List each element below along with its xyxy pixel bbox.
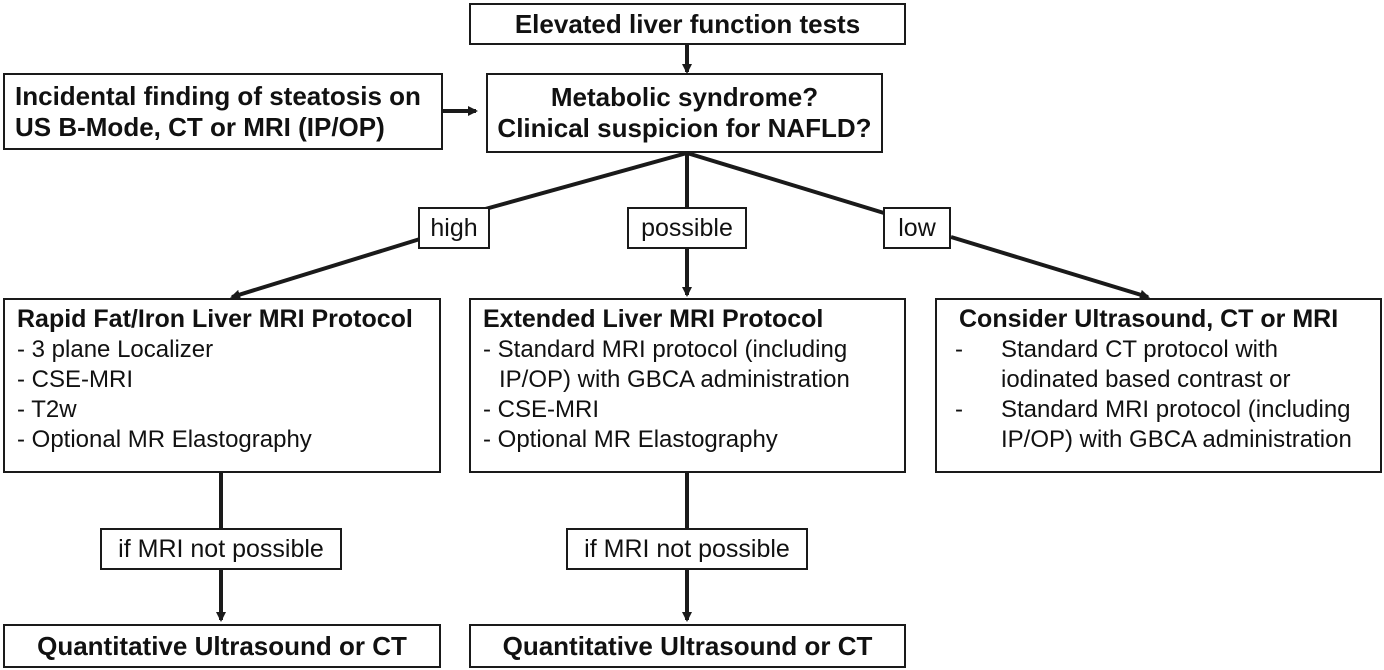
consider-item-dash: - (955, 336, 963, 363)
rapid-protocol-list: - 3 plane Localizer - CSE-MRI - T2w - Op… (17, 335, 431, 455)
line-question-to-high (477, 151, 688, 213)
question-line-2: Clinical suspicion for NAFLD? (497, 113, 872, 143)
branch-label-possible: possible (627, 207, 747, 249)
consider-title: Consider Ultrasound, CT or MRI (959, 305, 1339, 333)
consider-item: - Standard CT protocol with iodinated ba… (949, 335, 1372, 395)
branch-label-possible-text: possible (641, 213, 733, 242)
arrow-low-to-consider (950, 235, 1150, 300)
extended-protocol-title: Extended Liver MRI Protocol (483, 305, 824, 333)
fallback-label-mid: if MRI not possible (566, 528, 808, 570)
incidental-finding-node: Incidental finding of steatosis on US B-… (3, 73, 443, 150)
branch-label-low-text: low (898, 213, 936, 242)
line-question-to-low (686, 151, 885, 215)
fallback-label-mid-text: if MRI not possible (584, 534, 790, 563)
rapid-protocol-item: - CSE-MRI (17, 366, 133, 393)
extended-protocol-item: - Standard MRI protocol (including (483, 336, 848, 363)
extended-protocol-item: - Optional MR Elastography (483, 426, 778, 453)
question-line-1: Metabolic syndrome? (550, 82, 819, 112)
rapid-protocol-title: Rapid Fat/Iron Liver MRI Protocol (17, 305, 413, 333)
branch-label-low: low (883, 207, 951, 249)
branch-label-high-text: high (430, 213, 478, 242)
arrow-high-to-rapid (230, 237, 421, 300)
branch-label-high: high (418, 207, 490, 249)
consider-item-line: IP/OP) with GBCA administration (1001, 426, 1352, 453)
result-node-left: Quantitative Ultrasound or CT (3, 624, 441, 668)
incidental-line-2: US B-Mode, CT or MRI (IP/OP) (15, 111, 385, 142)
incidental-line-1: Incidental finding of steatosis on (15, 80, 421, 111)
consider-item-text: Standard MRI protocol (including IP/OP) … (985, 395, 1352, 455)
extended-protocol-node: Extended Liver MRI Protocol - Standard M… (469, 298, 906, 473)
consider-item-line: iodinated based contrast or (1001, 366, 1291, 393)
start-node: Elevated liver function tests (469, 3, 906, 45)
fallback-label-left-text: if MRI not possible (118, 534, 324, 563)
extended-protocol-item: - CSE-MRI (483, 396, 599, 423)
rapid-protocol-item: - Optional MR Elastography (17, 426, 312, 453)
consider-node: Consider Ultrasound, CT or MRI - Standar… (935, 298, 1382, 473)
start-node-label: Elevated liver function tests (514, 8, 861, 39)
consider-item: - Standard MRI protocol (including IP/OP… (949, 395, 1372, 455)
consider-list: - Standard CT protocol with iodinated ba… (949, 335, 1372, 455)
result-node-mid: Quantitative Ultrasound or CT (469, 624, 906, 668)
rapid-protocol-item: - T2w (17, 396, 77, 423)
fallback-label-left: if MRI not possible (100, 528, 342, 570)
result-node-mid-text: Quantitative Ultrasound or CT (502, 630, 873, 661)
consider-item-dash: - (955, 396, 963, 423)
rapid-protocol-item: - 3 plane Localizer (17, 336, 214, 363)
rapid-protocol-node: Rapid Fat/Iron Liver MRI Protocol - 3 pl… (3, 298, 441, 473)
consider-item-line: Standard MRI protocol (including (1001, 396, 1351, 423)
consider-item-line: Standard CT protocol with (1001, 336, 1279, 363)
result-node-left-text: Quantitative Ultrasound or CT (37, 630, 407, 661)
question-node: Metabolic syndrome? Clinical suspicion f… (486, 73, 883, 153)
extended-protocol-item-continued: IP/OP) with GBCA administration (499, 366, 850, 393)
consider-item-text: Standard CT protocol with iodinated base… (985, 335, 1291, 395)
extended-protocol-list: - Standard MRI protocol (including IP/OP… (483, 335, 896, 455)
